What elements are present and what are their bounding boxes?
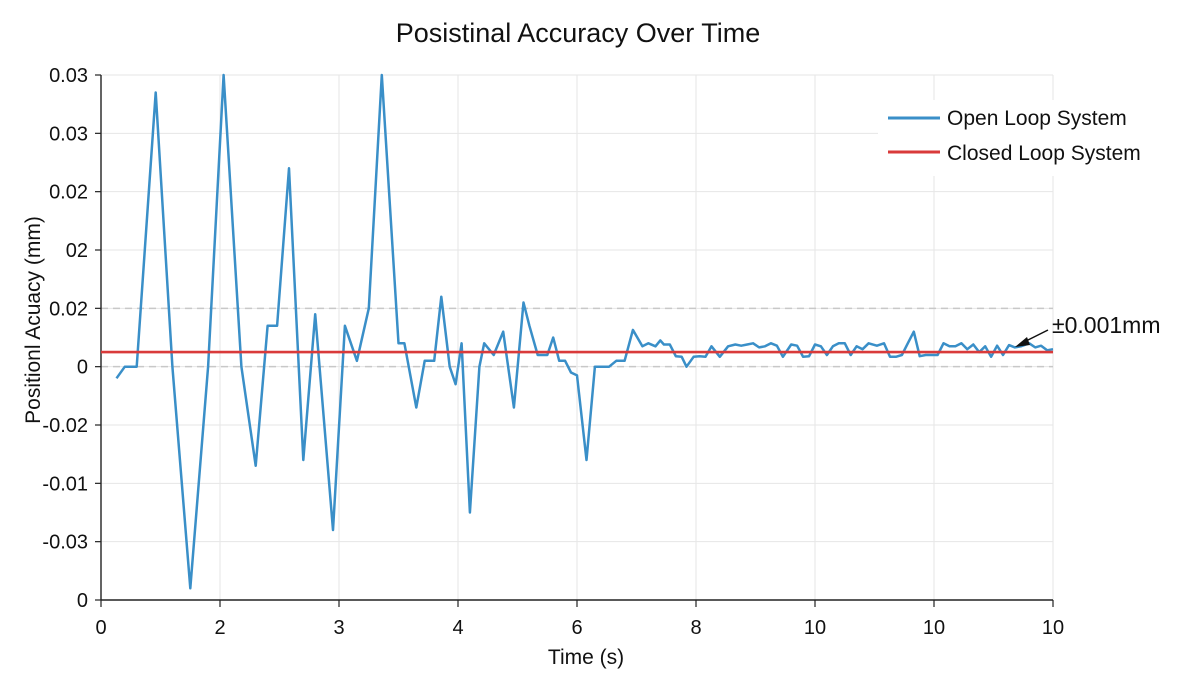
x-tick-label: 10 xyxy=(1042,617,1064,639)
y-tick-label: 0 xyxy=(77,357,88,379)
legend: Open Loop System Closed Loop System xyxy=(878,100,1168,176)
x-axis-label: Time (s) xyxy=(548,646,624,669)
y-tick-label: 0.03 xyxy=(49,65,88,87)
x-tick-label: 6 xyxy=(571,617,582,639)
legend-label-closed-loop: Closed Loop System xyxy=(947,142,1141,165)
x-tick-label: 4 xyxy=(452,617,463,639)
open-loop-series-line xyxy=(115,73,1054,590)
annotation-arrowhead xyxy=(1015,337,1030,347)
x-tick-label: 10 xyxy=(923,617,945,639)
tolerance-annotation: ±0.001mm xyxy=(1015,312,1161,347)
chart-title: Posistinal Accuracy Over Time xyxy=(396,18,761,48)
x-tick-label: 10 xyxy=(804,617,826,639)
legend-label-open-loop: Open Loop System xyxy=(947,107,1127,130)
y-tick-label: 0.02 xyxy=(49,298,88,320)
x-tick-label: 3 xyxy=(333,617,344,639)
y-axis-ticks: 0.03 0.03 0.02 02 0.02 0 -0.02 -0.01 -0.03 0 xyxy=(42,65,101,612)
y-axis-label: Positionl Acuacy (mm) xyxy=(22,216,45,424)
y-tick-label: 0.03 xyxy=(49,123,88,145)
y-tick-label: -0.01 xyxy=(42,473,88,495)
y-tick-label: -0.03 xyxy=(42,532,88,554)
y-tick-label: -0.02 xyxy=(42,415,88,437)
legend-box xyxy=(878,100,1168,176)
x-tick-label: 0 xyxy=(95,617,106,639)
tolerance-band xyxy=(101,307,1053,368)
annotation-label: ±0.001mm xyxy=(1052,312,1161,338)
x-tick-label: 2 xyxy=(214,617,225,639)
series-layer xyxy=(101,73,1054,590)
y-tick-label: 02 xyxy=(66,240,88,262)
y-tick-label: 0 xyxy=(77,590,88,612)
x-axis-ticks: 0 2 3 4 6 8 10 10 10 xyxy=(95,600,1064,639)
y-tick-label: 0.02 xyxy=(49,182,88,204)
x-tick-label: 8 xyxy=(690,617,701,639)
